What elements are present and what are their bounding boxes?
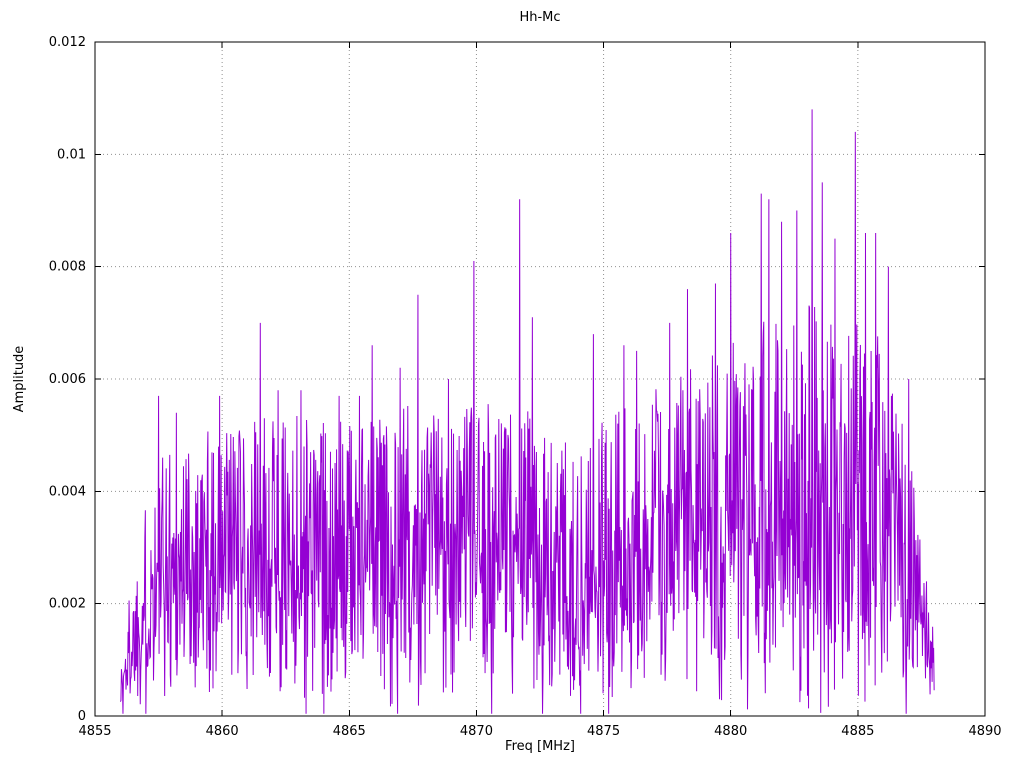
x-tick-label: 4890 bbox=[968, 724, 1001, 739]
x-tick-label: 4875 bbox=[587, 724, 620, 739]
x-axis-label: Freq [MHz] bbox=[505, 739, 575, 754]
y-tick-label: 0.008 bbox=[49, 260, 86, 275]
x-tick-label: 4855 bbox=[78, 724, 111, 739]
x-tick-label: 4865 bbox=[333, 724, 366, 739]
x-tick-label: 4880 bbox=[714, 724, 747, 739]
y-tick-label: 0.012 bbox=[49, 35, 86, 50]
chart-title: Hh-Mc bbox=[519, 10, 561, 25]
x-tick-label: 4885 bbox=[841, 724, 874, 739]
y-tick-label: 0.004 bbox=[49, 484, 86, 499]
y-tick-label: 0 bbox=[78, 709, 86, 724]
y-tick-label: 0.006 bbox=[49, 372, 86, 387]
x-tick-label: 4860 bbox=[206, 724, 239, 739]
y-tick-label: 0.01 bbox=[57, 147, 86, 162]
y-axis-label: Amplitude bbox=[12, 345, 27, 413]
x-tick-label: 4870 bbox=[460, 724, 493, 739]
spectrum-series bbox=[119, 109, 935, 714]
y-tick-label: 0.002 bbox=[49, 597, 86, 612]
